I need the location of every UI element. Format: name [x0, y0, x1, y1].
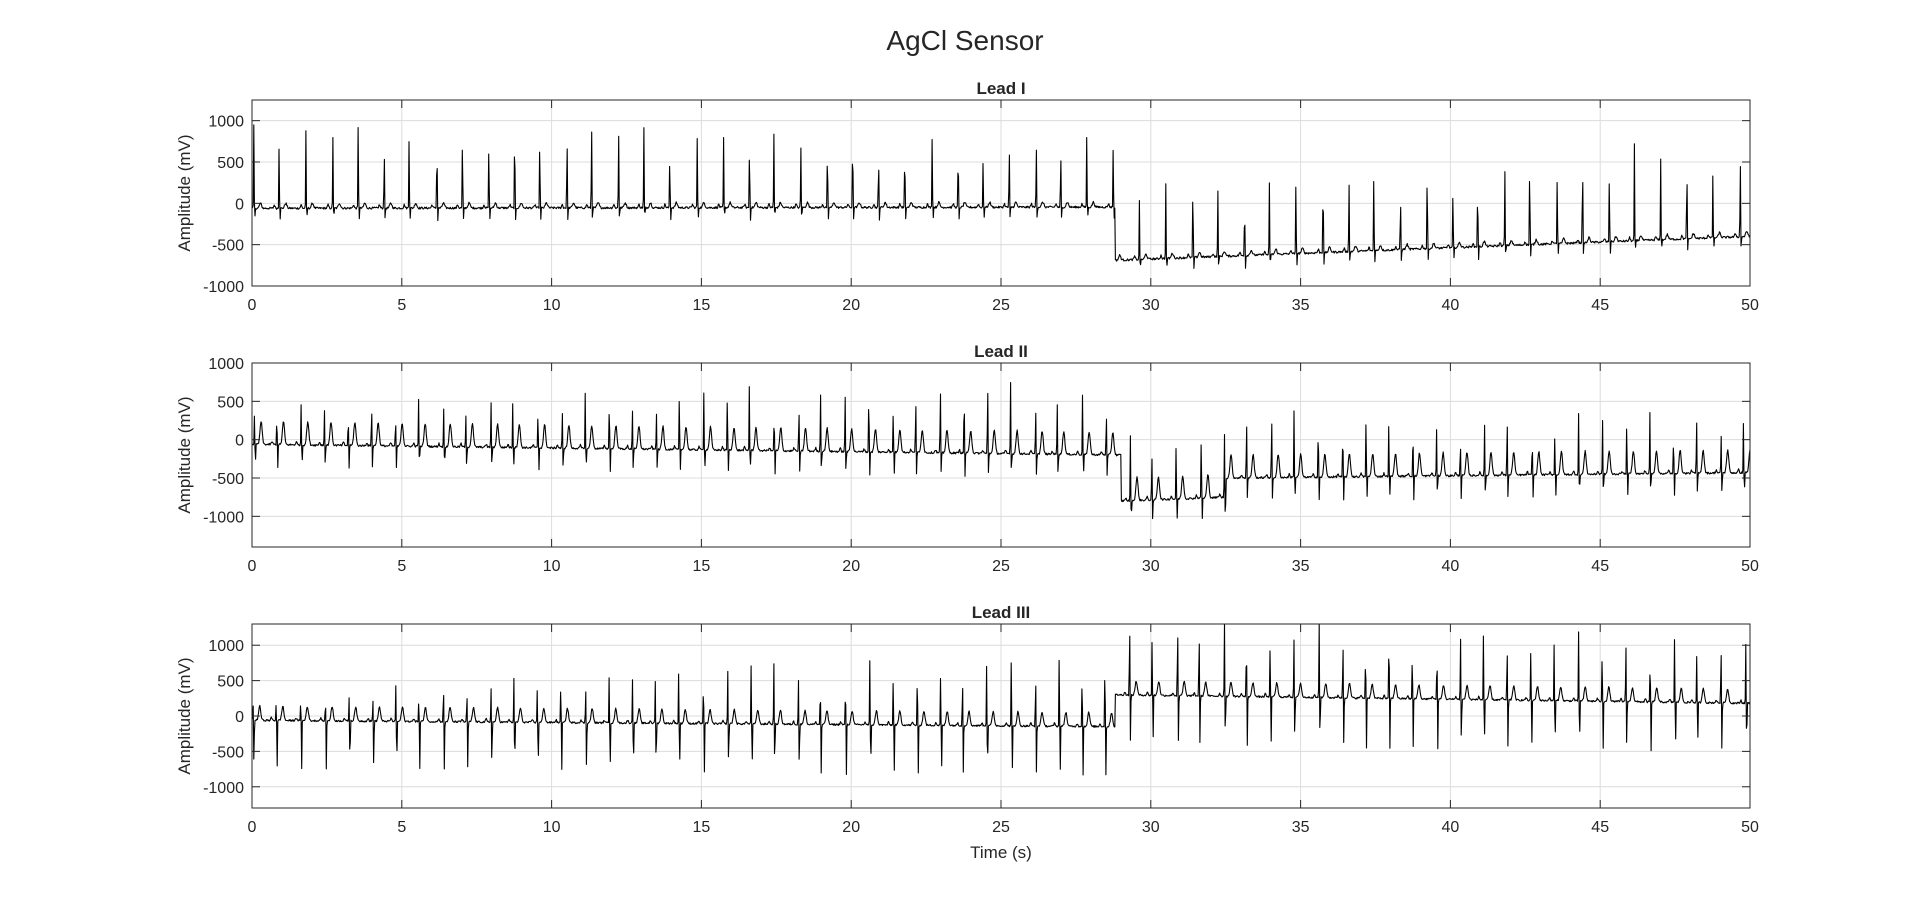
x-tick-label: 50 — [1741, 819, 1759, 836]
x-tick-label: 30 — [1142, 819, 1160, 836]
x-tick-label: 5 — [397, 297, 406, 314]
axes-title: Lead II — [974, 342, 1028, 361]
y-tick-label: 1000 — [208, 114, 244, 131]
x-tick-label: 0 — [248, 558, 257, 575]
x-tick-label: 35 — [1292, 819, 1310, 836]
x-axis-label: Time (s) — [970, 843, 1032, 862]
y-tick-label: -1000 — [203, 279, 244, 296]
x-tick-label: 35 — [1292, 558, 1310, 575]
y-axis-label: Amplitude (mV) — [175, 657, 194, 774]
x-tick-label: 15 — [693, 819, 711, 836]
x-tick-label: 10 — [543, 558, 561, 575]
y-tick-label: 500 — [217, 394, 244, 411]
x-tick-label: 35 — [1292, 297, 1310, 314]
axes-lead-2: 0 5 10 15 20 25 30 35 40 45 50 -1000 -500 0 500 1000 Lea… — [175, 342, 1759, 575]
x-tick-label: 10 — [543, 819, 561, 836]
x-tick-label: 50 — [1741, 558, 1759, 575]
x-tick-label: 50 — [1741, 297, 1759, 314]
y-tick-label: 500 — [217, 155, 244, 172]
x-tick-label: 20 — [842, 297, 860, 314]
x-tick-label: 10 — [543, 297, 561, 314]
x-tick-label: 45 — [1591, 819, 1609, 836]
x-tick-label: 20 — [842, 558, 860, 575]
x-tick-label: 25 — [992, 558, 1010, 575]
y-tick-label: 500 — [217, 674, 244, 691]
figure-title: AgCl Sensor — [886, 25, 1043, 56]
axes-container: 0 5 10 15 20 25 30 35 40 45 50-1000-50005001000Lea… — [175, 79, 1759, 862]
ecg-trace-lead-3 — [252, 624, 1750, 776]
x-tick-label: 45 — [1591, 558, 1609, 575]
x-tick-label: 25 — [992, 297, 1010, 314]
x-tick-label: 40 — [1442, 558, 1460, 575]
axes-title: Lead I — [976, 79, 1025, 98]
y-tick-label: -500 — [212, 471, 244, 488]
axes-lead-1: 0 5 10 15 20 25 30 35 40 45 50 -1000 -500 0 500 1000 Lea… — [175, 79, 1759, 314]
y-tick-label: -500 — [212, 238, 244, 255]
x-tick-label: 0 — [248, 819, 257, 836]
y-axis-label: Amplitude (mV) — [175, 396, 194, 513]
x-tick-label: 5 — [397, 558, 406, 575]
x-tick-label: 15 — [693, 558, 711, 575]
x-tick-label: 30 — [1142, 297, 1160, 314]
y-tick-label: 0 — [235, 196, 244, 213]
x-tick-label: 30 — [1142, 558, 1160, 575]
y-tick-label: 1000 — [208, 638, 244, 655]
ecg-trace-lead-2 — [252, 382, 1750, 520]
x-tick-label: 25 — [992, 819, 1010, 836]
x-tick-label: 40 — [1442, 819, 1460, 836]
y-tick-label: -500 — [212, 744, 244, 761]
x-tick-label: 40 — [1442, 297, 1460, 314]
x-tick-label: 5 — [397, 819, 406, 836]
axes-lead-3: 0 5 10 15 20 25 30 35 40 45 50 -1000 -500 0 500 1000 Lea… — [175, 603, 1759, 862]
y-tick-label: -1000 — [203, 509, 244, 526]
x-tick-label: 0 — [248, 297, 257, 314]
x-tick-label: 45 — [1591, 297, 1609, 314]
y-axis-label: Amplitude (mV) — [175, 134, 194, 251]
x-tick-label: 20 — [842, 819, 860, 836]
y-tick-label: 0 — [235, 709, 244, 726]
x-tick-label: 15 — [693, 297, 711, 314]
y-tick-label: 0 — [235, 433, 244, 450]
axes-title: Lead III — [972, 603, 1031, 622]
y-tick-label: 1000 — [208, 356, 244, 373]
ecg-trace-lead-1 — [252, 124, 1750, 269]
y-tick-label: -1000 — [203, 780, 244, 797]
